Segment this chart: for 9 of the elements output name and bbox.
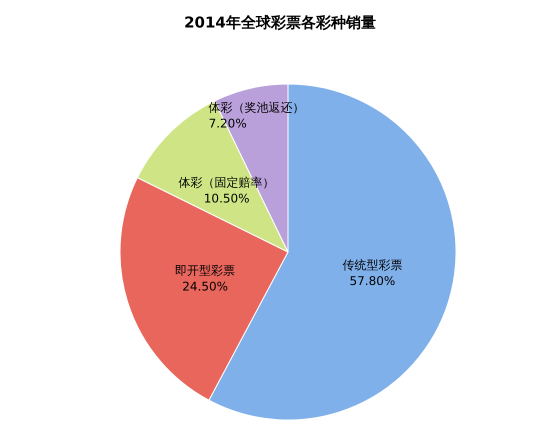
slice-label: 传统型彩票 [342,258,402,272]
slice-label: 体彩（固定赔率） [178,175,275,190]
data-label: 10.50% [204,191,250,206]
data-label: 7.20% [208,116,247,131]
data-label: 24.50% [182,280,228,294]
slice-label: 体彩（奖池返还） [208,100,305,115]
chart-title: 2014年全球彩票各彩种销量 [184,14,376,32]
data-label: 57.80% [350,274,396,288]
slice-label: 即开型彩票 [175,264,236,278]
